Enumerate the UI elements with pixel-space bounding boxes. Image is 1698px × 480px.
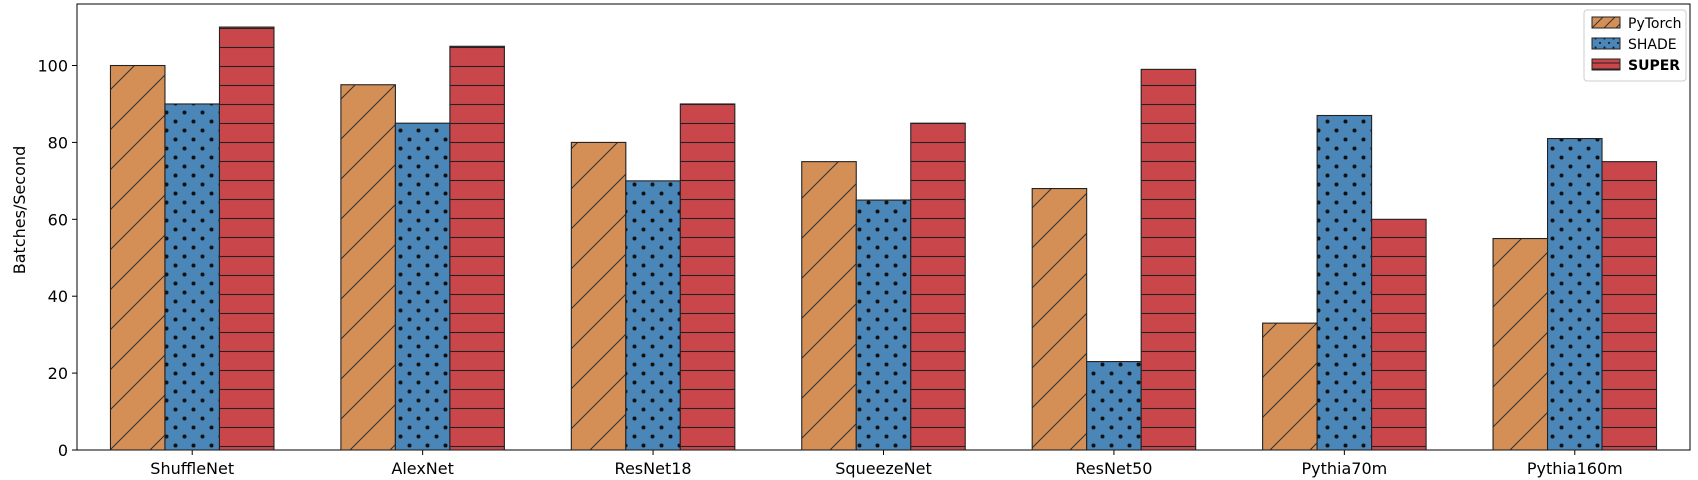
x-tick-label: ResNet50 <box>1075 459 1152 478</box>
y-tick-label: 100 <box>37 57 68 76</box>
x-tick-label: ShuffleNet <box>150 459 234 478</box>
bar-super-squeezenet <box>910 122 966 451</box>
bar-pytorch-shufflenet <box>109 64 166 451</box>
bar-shade-resnet50 <box>1086 361 1142 451</box>
legend-item-super: SUPER <box>1591 58 1680 74</box>
x-tick-label: AlexNet <box>391 459 454 478</box>
bar-pytorch-pythia70m <box>1262 322 1318 451</box>
legend-item-shade: SHADE <box>1591 37 1677 53</box>
bar-super-alexnet <box>449 45 505 451</box>
bar-pytorch-pythia160m <box>1492 237 1549 451</box>
y-tick-label: 20 <box>48 364 68 383</box>
bar-shade-pythia160m <box>1546 138 1603 451</box>
bar-shade-pythia70m <box>1316 114 1373 451</box>
bar-super-pythia160m <box>1601 161 1658 451</box>
bar-shade-squeezenet <box>855 199 912 451</box>
bar-super-resnet50 <box>1140 68 1197 451</box>
bars <box>109 26 1658 451</box>
legend-label: PyTorch <box>1628 16 1681 32</box>
bar-pytorch-resnet50 <box>1031 188 1088 451</box>
bar-pytorch-squeezenet <box>801 161 857 451</box>
x-tick-label: ResNet18 <box>615 459 692 478</box>
y-axis-label: Batches/Second <box>10 146 29 274</box>
bar-shade-shufflenet <box>164 103 221 451</box>
axes: ShuffleNet AlexNet ResNet18 SqueezeNet ResNe… <box>37 3 1691 478</box>
y-tick-label: 60 <box>48 210 68 229</box>
bar-super-pythia70m <box>1371 218 1427 451</box>
bar-pytorch-alexnet <box>340 84 396 451</box>
bar-pytorch-resnet18 <box>570 141 627 451</box>
x-tick-label: SqueezeNet <box>835 459 931 478</box>
bar-super-shufflenet <box>218 26 275 451</box>
bar-super-resnet18 <box>679 103 736 451</box>
legend-label: SHADE <box>1628 37 1677 53</box>
y-tick-label: 0 <box>58 441 68 460</box>
x-tick-label: Pythia70m <box>1301 459 1387 478</box>
legend-label: SUPER <box>1628 58 1680 74</box>
legend-item-pytorch: PyTorch <box>1591 16 1681 32</box>
bar-shade-resnet18 <box>625 180 681 451</box>
y-tick-label: 40 <box>48 287 68 306</box>
bar-shade-alexnet <box>394 122 451 451</box>
legend: PyTorch SHADE SUPER <box>1583 9 1687 82</box>
y-tick-label: 80 <box>48 133 68 152</box>
x-tick-label: Pythia160m <box>1527 459 1623 478</box>
